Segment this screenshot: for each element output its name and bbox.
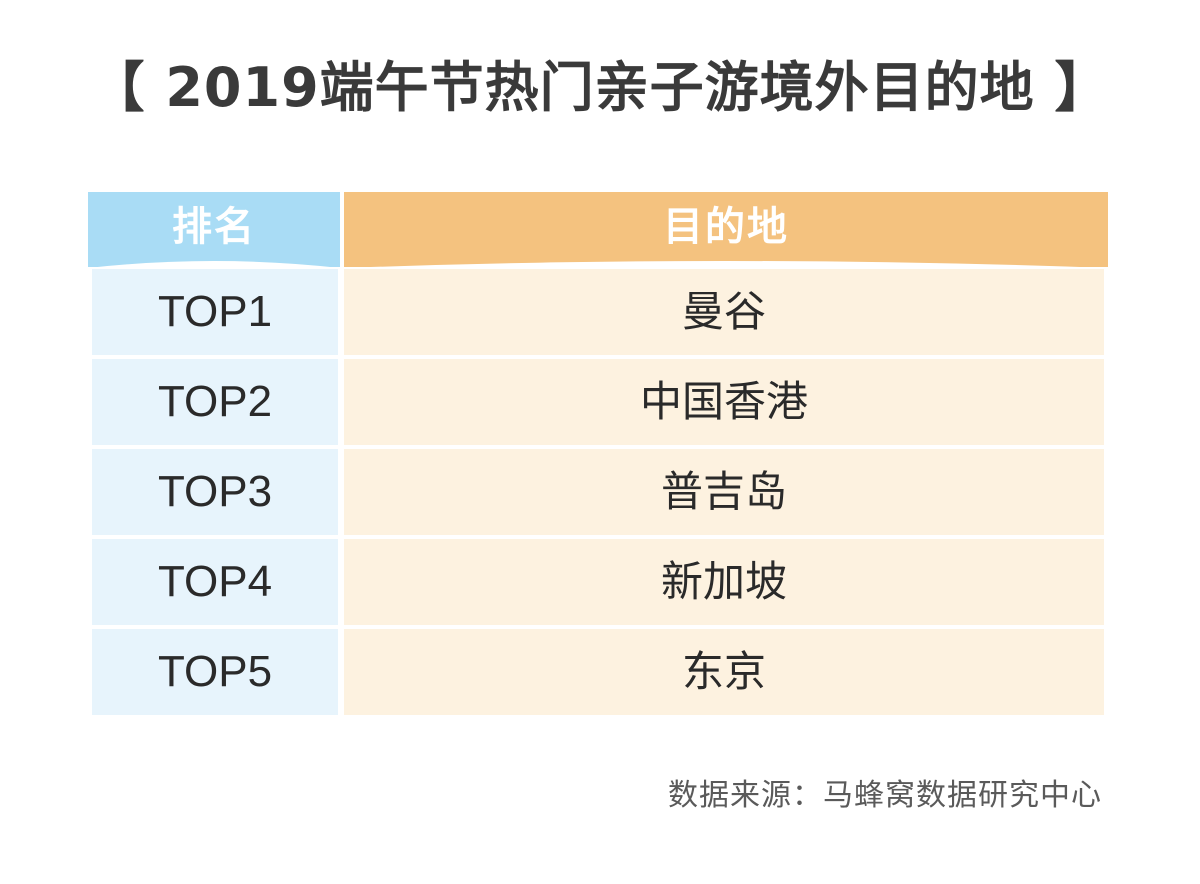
destination-cell: 东京: [344, 629, 1104, 715]
rank-column-header: 排名: [88, 192, 340, 268]
table-row: TOP4 新加坡: [88, 539, 1108, 625]
destination-cell: 曼谷: [344, 269, 1104, 355]
destination-column-header: 目的地: [344, 192, 1108, 268]
rank-header-label: 排名: [172, 204, 256, 250]
rank-cell: TOP5: [92, 629, 338, 715]
rank-cell: TOP2: [92, 359, 338, 445]
destination-cell: 普吉岛: [344, 449, 1104, 535]
table-row: TOP5 东京: [88, 629, 1108, 715]
table-row: TOP1 曼谷: [88, 269, 1108, 355]
rank-cell: TOP1: [92, 269, 338, 355]
table-row: TOP2 中国香港: [88, 359, 1108, 445]
table-row: TOP3 普吉岛: [88, 449, 1108, 535]
rank-cell: TOP3: [92, 449, 338, 535]
page-title: 【 2019端午节热门亲子游境外目的地 】: [90, 56, 1110, 119]
rank-header-curve: [88, 261, 340, 268]
destination-header-label: 目的地: [663, 204, 789, 250]
destination-cell: 中国香港: [344, 359, 1104, 445]
destination-cell: 新加坡: [344, 539, 1104, 625]
data-source-note: 数据来源：马蜂窝数据研究中心: [668, 778, 1102, 813]
destination-header-curve: [344, 261, 1108, 268]
rank-cell: TOP4: [92, 539, 338, 625]
